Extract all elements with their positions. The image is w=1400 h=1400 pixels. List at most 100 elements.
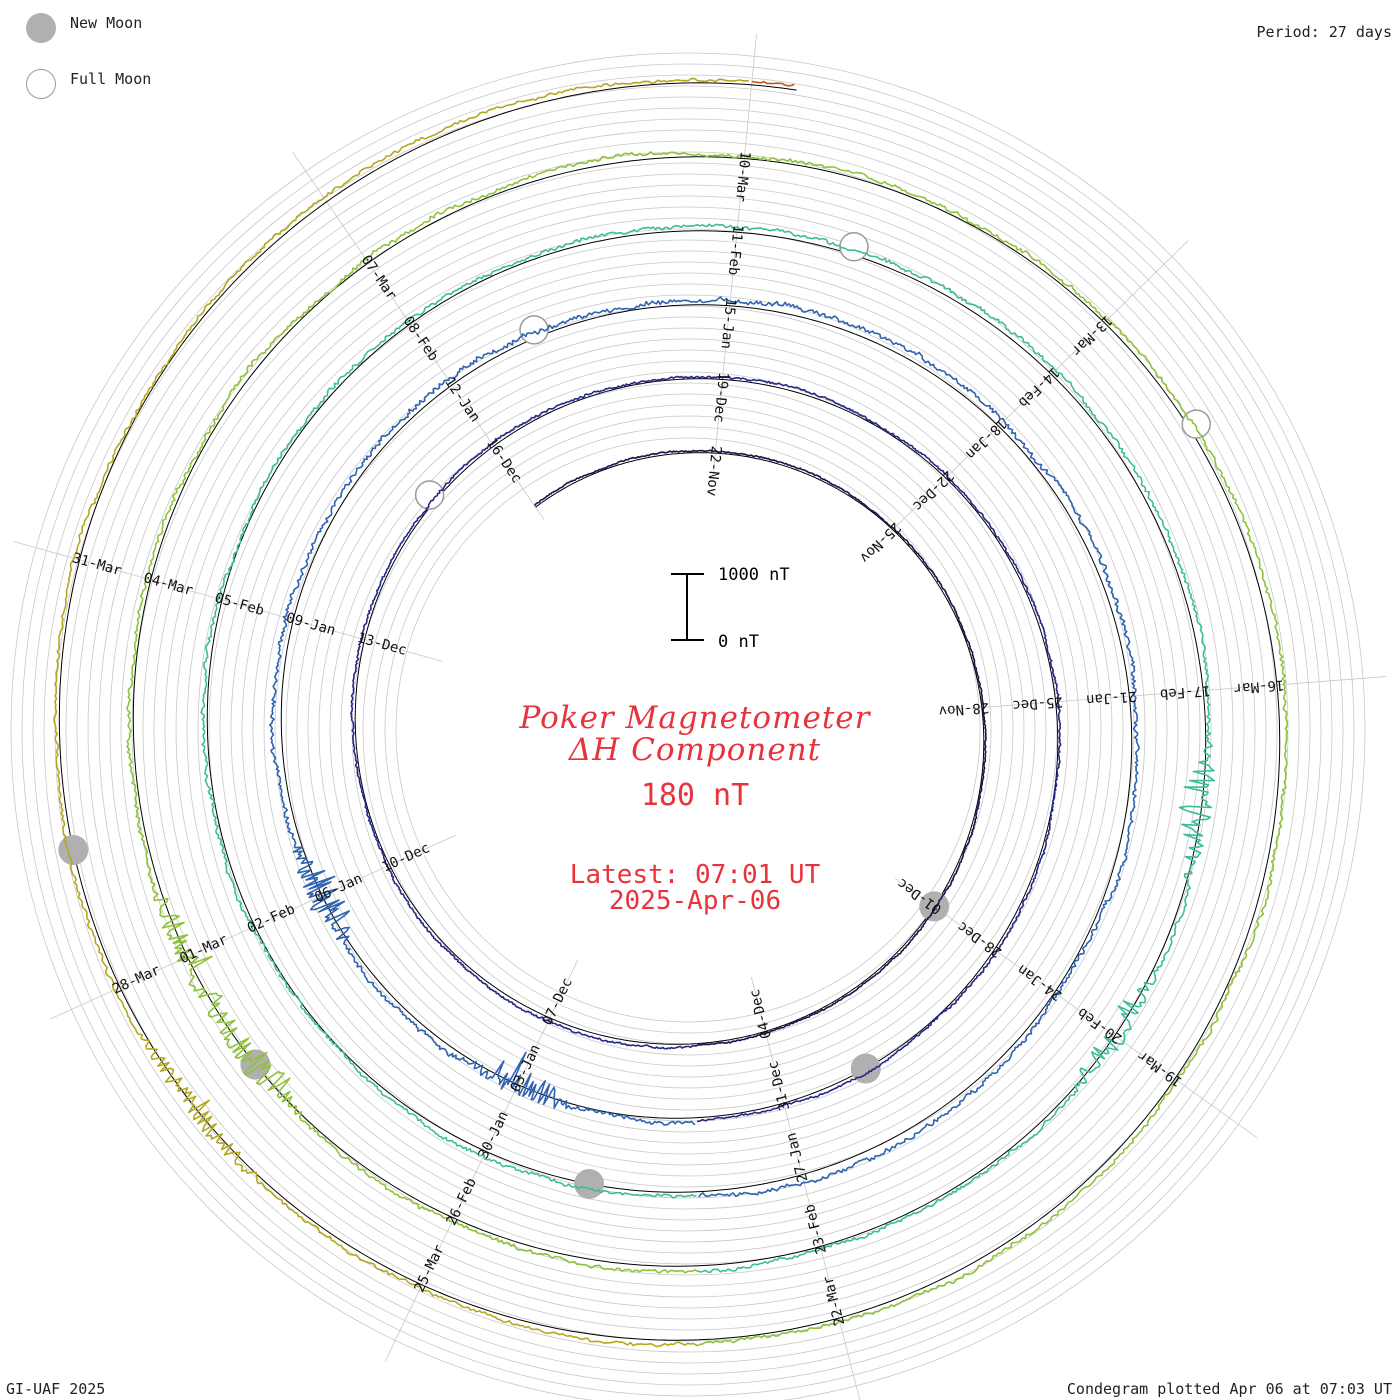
- new-moon-legend-icon: [26, 13, 56, 43]
- ring-gridline: [219, 261, 1157, 1199]
- data-series-line: [269, 296, 1140, 1198]
- ring-gridline: [384, 426, 992, 1034]
- day-spoke: [292, 152, 545, 520]
- data-series-line: [126, 151, 1289, 1346]
- ring-gridline: [10, 52, 1366, 1400]
- new-moon-marker: [574, 1168, 605, 1199]
- date-tick-label: 09-Jan: [284, 610, 337, 639]
- day-spoke: [895, 878, 1258, 1139]
- date-tick-label: 23-Feb: [802, 1203, 830, 1256]
- date-tick-label: 16-Dec: [483, 436, 525, 487]
- ring-scale-label: 180 nT: [640, 778, 750, 813]
- ring-gridline: [32, 74, 1344, 1386]
- date-tick-label: 31-Dec: [765, 1059, 793, 1112]
- ring-gridline: [142, 184, 1234, 1276]
- day-spoke: [13, 541, 443, 662]
- ring-gridline: [164, 206, 1212, 1254]
- ring-gridline: [109, 151, 1267, 1309]
- ring-gridline: [197, 239, 1179, 1221]
- ring-gridline: [318, 360, 1058, 1100]
- day-spoke: [712, 33, 757, 477]
- ring-gridline: [230, 272, 1146, 1188]
- date-tick-label: 28-Dec: [954, 918, 1004, 960]
- new-moon-marker: [58, 834, 89, 865]
- date-tick-label: 17-Feb: [1159, 682, 1211, 702]
- latest-date-label: 2025-Apr-06: [608, 886, 782, 916]
- ring-gridline: [329, 371, 1047, 1089]
- ring-gridline: [21, 63, 1355, 1397]
- date-tick-label: 04-Dec: [747, 987, 775, 1040]
- latest-time-label: Latest: 07:01 UT: [569, 860, 821, 890]
- date-tick-label: 19-Dec: [710, 371, 731, 423]
- date-tick-label: 11-Feb: [725, 224, 746, 276]
- chart-subtitle: ΔH Component: [568, 732, 822, 768]
- new-moon-legend-label: New Moon: [70, 14, 143, 32]
- credit-label: GI-UAF 2025: [6, 1380, 106, 1398]
- date-tick-label: 22-Nov: [703, 445, 724, 497]
- date-tick-label: 22-Dec: [909, 467, 956, 514]
- baseline-spiral: [58, 82, 1281, 1341]
- ring-gridline: [395, 437, 981, 1023]
- date-tick-label: 25-Mar: [412, 1242, 448, 1295]
- ring-gridline: [285, 327, 1091, 1133]
- ring-gridline: [87, 129, 1289, 1331]
- data-series-line: [350, 375, 1062, 1123]
- date-tick-label: 03-Jan: [508, 1042, 544, 1095]
- ring-gridline: [186, 228, 1190, 1232]
- day-spoke: [750, 976, 861, 1400]
- ring-gridline: [120, 162, 1256, 1298]
- date-tick-label: 12-Jan: [441, 375, 483, 426]
- ring-gridline: [76, 118, 1300, 1342]
- ring-gridline: [307, 349, 1069, 1111]
- date-tick-label: 25-Dec: [1012, 693, 1064, 713]
- day-spoke: [50, 834, 456, 1020]
- date-tick-label: 13-Mar: [1068, 312, 1115, 359]
- baseline-spiral-path: [58, 82, 1281, 1341]
- ring-gridline: [153, 195, 1223, 1265]
- data-series-group: [53, 77, 1289, 1348]
- date-tick-label: 22-Mar: [820, 1274, 848, 1327]
- ring-gridline: [296, 338, 1080, 1122]
- ring-gridline: [252, 294, 1124, 1166]
- data-series-line: [53, 77, 749, 1348]
- date-tick-label: 21-Jan: [1086, 688, 1138, 708]
- ring-gridline: [263, 305, 1113, 1155]
- date-tick-label: 10-Mar: [732, 151, 753, 203]
- full-moon-marker: [1181, 409, 1211, 439]
- chart-title: Poker Magnetometer: [519, 700, 871, 736]
- day-spokes: [13, 33, 1386, 1400]
- plotted-timestamp: Condegram plotted Apr 06 at 07:03 UT: [1066, 1380, 1392, 1398]
- date-tick-label: 04-Mar: [142, 570, 195, 599]
- date-tick-label: 16-Mar: [1233, 676, 1285, 696]
- ring-gridline: [131, 173, 1245, 1287]
- date-tick-label: 28-Nov: [938, 699, 990, 719]
- ring-gridline: [65, 107, 1311, 1353]
- data-series-line: [751, 80, 795, 87]
- full-moon-marker: [839, 231, 869, 262]
- scale-bar-bottom-label: 0 nT: [718, 632, 759, 652]
- date-tick-label: 15-Jan: [718, 298, 739, 350]
- scale-bar-top-label: 1000 nT: [718, 565, 790, 585]
- period-label: Period: 27 days: [1256, 23, 1392, 41]
- date-tick-label: 26-Feb: [444, 1176, 480, 1229]
- ring-gridline: [362, 404, 1014, 1056]
- date-tick-label: 20-Feb: [1075, 1004, 1125, 1046]
- day-spoke: [942, 676, 1386, 711]
- ring-gridline: [98, 140, 1278, 1320]
- date-tick-label: 07-Dec: [540, 975, 576, 1028]
- ring-gridline: [274, 316, 1102, 1144]
- ring-gridlines: [10, 52, 1366, 1400]
- date-tick-label: 05-Feb: [213, 590, 266, 619]
- new-moon-marker: [850, 1053, 881, 1084]
- data-series-line: [200, 223, 1216, 1274]
- date-tick-label: 24-Jan: [1015, 961, 1065, 1003]
- ring-gridline: [208, 250, 1168, 1210]
- ring-gridline: [175, 217, 1201, 1243]
- day-spoke: [384, 959, 579, 1362]
- date-tick-label: 25-Nov: [856, 519, 903, 566]
- ring-gridline: [340, 382, 1036, 1078]
- ring-gridline: [43, 85, 1333, 1375]
- full-moon-marker: [519, 315, 549, 345]
